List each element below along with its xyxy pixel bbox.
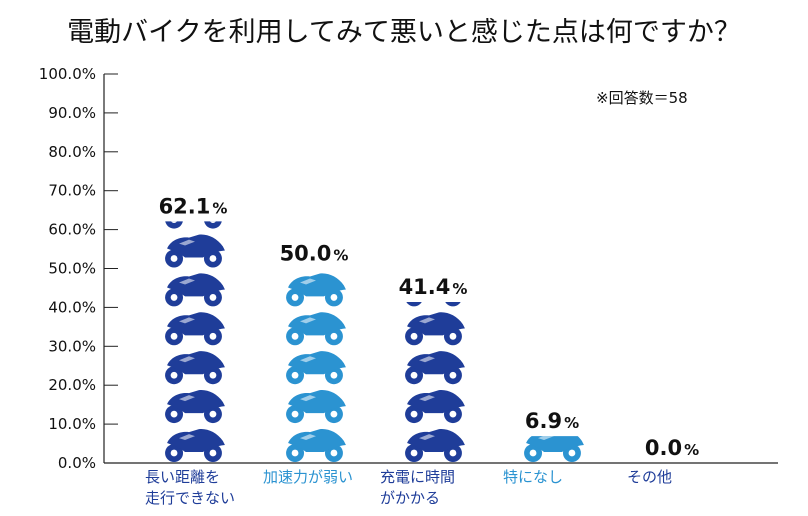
y-tick-label: 20.0% bbox=[48, 376, 96, 394]
bar bbox=[286, 273, 346, 463]
respondent-count-note: ※回答数＝58 bbox=[596, 89, 688, 107]
value-labels: 62.1 % 50.0 % 41.4 % 6.9 % 0.0% bbox=[159, 194, 700, 460]
bar bbox=[165, 221, 225, 463]
bar bbox=[405, 301, 465, 463]
x-tick-label: その他 bbox=[627, 468, 673, 486]
y-tick-label: 30.0% bbox=[48, 337, 96, 355]
value-label: 0.0% bbox=[645, 436, 699, 460]
y-tick-label: 10.0% bbox=[48, 415, 96, 433]
axes: 0.0% 10.0% 20.0% 30.0% 40.0% 50.0% 60.0% 70.0% 8… bbox=[39, 65, 778, 472]
y-tick-label: 70.0% bbox=[48, 182, 96, 200]
bar bbox=[524, 436, 584, 463]
x-tick-label: 充電に時間 がかかる bbox=[380, 468, 456, 507]
y-tick-label: 100.0% bbox=[39, 65, 96, 83]
y-tick-label: 60.0% bbox=[48, 221, 96, 239]
x-tick-label: 特になし bbox=[503, 468, 564, 486]
value-label: 50.0% bbox=[280, 242, 349, 266]
chart-title: 電動バイクを利用してみて悪いと感じた点は何ですか？ bbox=[67, 17, 741, 48]
value-label: 6.9% bbox=[525, 409, 579, 433]
x-tick-label: 長い距離を 走行できない bbox=[145, 468, 236, 507]
bars bbox=[165, 221, 584, 463]
y-tick-label: 80.0% bbox=[48, 143, 96, 161]
y-tick-label: 40.0% bbox=[48, 298, 96, 316]
x-tick-label: 加速力が弱い bbox=[263, 468, 354, 486]
y-tick-label: 0.0% bbox=[58, 454, 96, 472]
y-tick-label: 90.0% bbox=[48, 104, 96, 122]
value-label: 62.1% bbox=[159, 194, 228, 218]
value-label: 41.4% bbox=[399, 275, 468, 299]
y-tick-label: 50.0% bbox=[48, 260, 96, 278]
